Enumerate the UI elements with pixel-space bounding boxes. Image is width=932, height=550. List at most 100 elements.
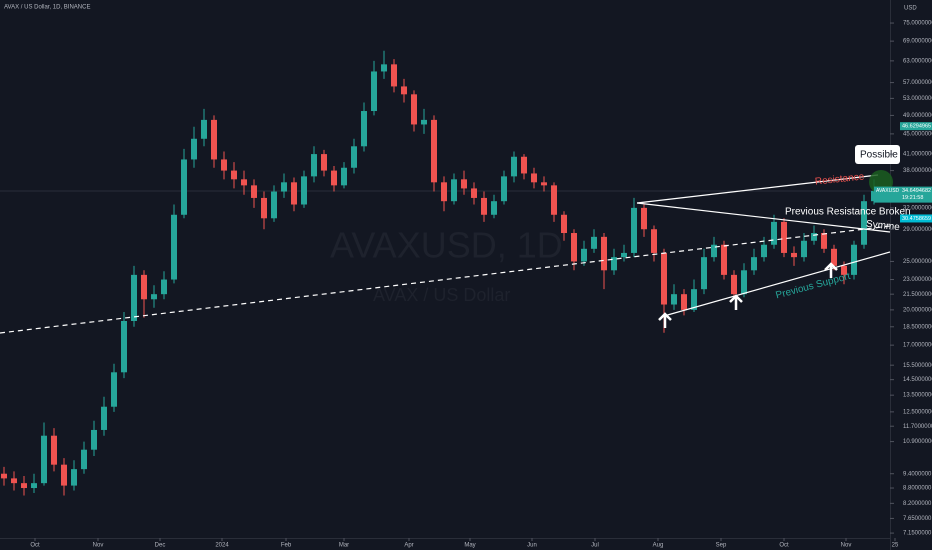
candle-body	[791, 252, 797, 258]
candle-body	[421, 119, 427, 125]
broken-label: Previous Resistance Broken	[785, 207, 911, 218]
candle-body	[681, 294, 687, 310]
price-label-box	[900, 214, 932, 223]
y-tick-label: 12.5000000	[903, 409, 932, 415]
x-tick-label: 2024	[215, 543, 229, 549]
x-tick-label: Nov	[93, 543, 104, 549]
candle-body	[61, 464, 67, 486]
candle-body	[91, 429, 97, 450]
candle-body	[331, 170, 337, 186]
candle-body	[771, 221, 777, 245]
candle-body	[701, 257, 707, 290]
candle-body	[181, 159, 187, 215]
candle-body	[151, 294, 157, 300]
candle-body	[671, 294, 677, 305]
candle-body	[721, 244, 727, 275]
candle-body	[801, 240, 807, 258]
price-label-symbol: AVAXUSD	[876, 188, 900, 194]
price-label-box	[900, 122, 932, 131]
y-tick-label: 63.0000000	[903, 58, 932, 64]
candle-body	[611, 257, 617, 271]
breakout-box	[855, 145, 900, 164]
candle-body	[361, 111, 367, 147]
candle-body	[651, 229, 657, 253]
x-tick-label: Aug	[653, 543, 664, 549]
y-tick-label: 57.0000000	[903, 80, 932, 86]
watermark-subtitle: AVAX / US Dollar	[373, 285, 510, 305]
candle-body	[251, 185, 257, 198]
candle-body	[431, 119, 437, 183]
x-tick-label: Dec	[155, 543, 166, 549]
candle-body	[411, 94, 417, 125]
candle-body	[661, 252, 667, 305]
candle-body	[21, 483, 27, 489]
candle-body	[11, 478, 17, 484]
candle-body	[321, 154, 327, 171]
candle-body	[41, 435, 47, 484]
candle-body	[641, 207, 647, 230]
candle-body	[481, 197, 487, 215]
candle-body	[111, 372, 117, 407]
candle-body	[551, 185, 557, 215]
x-tick-label: Apr	[404, 543, 413, 549]
y-tick-label: 53.0000000	[903, 96, 932, 102]
candle-body	[101, 406, 107, 430]
candle-body	[711, 244, 717, 258]
y-tick-label: 13.5000000	[903, 393, 932, 399]
candle-body	[141, 274, 147, 300]
price-label: 46.6294965	[902, 124, 931, 130]
y-tick-label: 20.0000000	[903, 307, 932, 313]
candle-body	[201, 119, 207, 139]
y-tick-label: 25.0000000	[903, 259, 932, 265]
arrow	[824, 262, 838, 278]
y-tick-label: 7.1500000	[903, 531, 932, 537]
y-tick-label: 41.0000000	[903, 152, 932, 158]
candle-body	[71, 469, 77, 486]
candle-body	[741, 270, 747, 295]
y-tick-label: 15.5000000	[903, 363, 932, 369]
y-tick-label: 69.0000000	[903, 39, 932, 45]
x-tick-label: Oct	[779, 543, 789, 549]
candle-body	[1, 473, 7, 479]
y-tick-label: 18.5000000	[903, 324, 932, 330]
candle-body	[491, 201, 497, 215]
candle-body	[501, 176, 507, 202]
y-tick-label: 8.2000000	[903, 501, 932, 507]
x-tick-label: Nov	[841, 543, 852, 549]
candle-body	[751, 257, 757, 271]
candle-body	[381, 64, 387, 72]
candle-body	[291, 182, 297, 205]
currency: USD	[904, 6, 917, 12]
candle-body	[461, 179, 467, 189]
y-tick-label: 49.0000000	[903, 113, 932, 119]
dashed-trendline	[0, 225, 891, 334]
candle-body	[221, 159, 227, 171]
y-tick-label: 45.0000000	[903, 131, 932, 137]
candle-body	[121, 321, 127, 373]
x-tick-label: May	[464, 543, 475, 549]
y-tick-label: 8.8000000	[903, 486, 932, 492]
candle-body	[861, 201, 867, 245]
candle-body	[451, 179, 457, 202]
candle-body	[271, 191, 277, 219]
price-label-box	[874, 186, 932, 203]
candle-body	[161, 279, 167, 295]
x-tick-label: Mar	[339, 543, 349, 549]
price-label: 34.6494682	[902, 188, 931, 194]
candle-body	[241, 179, 247, 186]
y-tick-label: 23.0000000	[903, 277, 932, 283]
y-tick-label: 21.5000000	[903, 292, 932, 298]
candle-body	[831, 248, 837, 266]
support-line	[663, 251, 891, 317]
candle-body	[571, 233, 577, 262]
candle-body	[301, 176, 307, 205]
candle-body	[31, 483, 37, 489]
drawings	[0, 174, 891, 334]
candle-body	[821, 233, 827, 249]
candle-body	[51, 435, 57, 465]
resistance-label: Resistance	[814, 171, 865, 187]
candle-body	[521, 156, 527, 174]
